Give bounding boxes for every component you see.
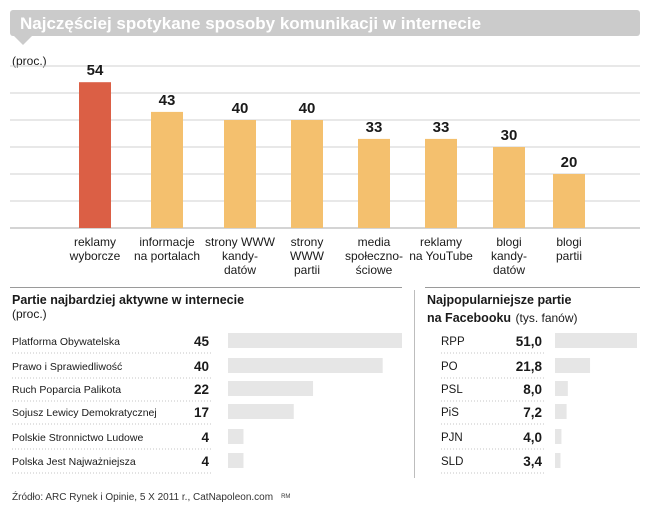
party-bar [228, 404, 294, 419]
party-name: Prawo i Sprawiedliwość [12, 361, 122, 373]
panel-separator [414, 290, 415, 478]
party-name: Polska Jest Najważniejsza [12, 456, 136, 468]
author-mark: RM [281, 494, 291, 501]
category-label: strony WWW partii [290, 235, 325, 277]
main-chart-unit: (proc.) [12, 54, 47, 68]
party-name: Platforma Obywatelska [12, 336, 120, 348]
category-label-line: datów [224, 263, 256, 277]
fb-value-label: 4,0 [523, 430, 542, 445]
bar-value-label: 30 [501, 127, 518, 144]
party-bar [228, 453, 244, 468]
category-label: reklamy wyborcze [69, 235, 121, 263]
fb-value-label: 7,2 [523, 405, 542, 420]
bar [493, 147, 525, 228]
category-label-line: datów [493, 263, 525, 277]
category-label-line: reklamy [74, 235, 116, 249]
party-value-label: 17 [194, 405, 209, 420]
bar [291, 120, 323, 228]
category-label-line: ściowe [356, 263, 393, 277]
bar [224, 120, 256, 228]
facebook-title-text: na Facebooku [427, 311, 512, 325]
fb-bar [555, 358, 591, 373]
party-value-label: 40 [194, 359, 209, 374]
party-value-label: 4 [201, 430, 209, 445]
fb-bar [555, 429, 562, 444]
parties-title: Partie najbardziej aktywne w internecie [12, 293, 245, 307]
category-label-line: informacje [139, 235, 195, 249]
fb-value-label: 8,0 [523, 382, 542, 397]
facebook-unit: (tys. fanów) [515, 311, 578, 325]
party-bar [228, 429, 244, 444]
category-label: reklamy na YouTube [409, 235, 473, 263]
category-label: blogi partii [556, 235, 582, 263]
title-banner-pointer [14, 36, 32, 45]
bar-value-label: 40 [232, 100, 249, 117]
bar-value-label: 43 [159, 92, 176, 109]
category-label-line: reklamy [420, 235, 462, 249]
party-bar [228, 333, 402, 348]
section-divider-left [10, 287, 402, 288]
fb-party-name: PJN [441, 432, 463, 444]
fb-party-name: SLD [441, 456, 463, 468]
parties-unit: (proc.) [12, 307, 47, 321]
fb-value-label: 51,0 [516, 334, 542, 349]
category-label-line: partii [294, 263, 320, 277]
category-label-line: na YouTube [409, 249, 473, 263]
fb-bar [555, 333, 637, 348]
party-bar [228, 358, 383, 373]
title-banner [10, 10, 640, 36]
category-label-line: media [358, 235, 391, 249]
category-label: strony WWW kandy-datów [205, 235, 276, 277]
party-value-label: 4 [201, 454, 209, 469]
category-label-line: na portalach [134, 249, 200, 263]
category-label-line: strony [291, 235, 324, 249]
bar-value-label: 33 [366, 119, 383, 136]
bar [151, 111, 183, 228]
fb-value-label: 3,4 [523, 454, 542, 469]
fb-party-name: PiS [441, 407, 459, 419]
fb-value-label: 21,8 [516, 359, 543, 374]
category-label-line: WWW [290, 249, 325, 263]
party-bar [228, 381, 314, 396]
category-label-line: blogi [496, 235, 521, 249]
fb-party-name: RPP [441, 336, 465, 348]
bar-value-label: 54 [87, 62, 104, 79]
category-label-line: kandy- [222, 249, 258, 263]
category-label-line: wyborcze [69, 249, 121, 263]
party-name: Ruch Poparcia Palikota [12, 384, 121, 396]
fb-bar [555, 404, 567, 419]
bar-value-label: 20 [561, 154, 578, 171]
fb-bar [555, 381, 568, 396]
category-label: informacje na portalach [134, 235, 200, 263]
party-value-label: 22 [194, 382, 209, 397]
bar-value-label: 33 [433, 119, 450, 136]
facebook-title-line1: Najpopularniejsze partie [427, 293, 572, 307]
fb-party-name: PO [441, 361, 458, 373]
page-title: Najczęściej spotykane sposoby komunikacj… [20, 14, 482, 33]
source-note: Źródło: ARC Rynek i Opinie, 5 X 2011 r.,… [12, 492, 290, 503]
facebook-title-line2: na Facebooku (tys. fanów) [427, 309, 578, 327]
fb-party-name: PSL [441, 384, 463, 396]
party-name: Polskie Stronnictwo Ludowe [12, 432, 143, 444]
bar [79, 82, 111, 228]
category-label-line: partii [556, 249, 582, 263]
category-label-line: kandy- [491, 249, 527, 263]
fb-bar [555, 453, 561, 468]
bar [553, 174, 585, 228]
category-label: media społeczno-ściowe [345, 235, 403, 277]
party-value-label: 45 [194, 334, 210, 349]
bar [358, 138, 390, 228]
source-text: Źródło: ARC Rynek i Opinie, 5 X 2011 r.,… [12, 492, 274, 503]
category-label: blogi kandy-datów [491, 235, 527, 277]
section-divider-right [425, 287, 640, 288]
category-label-line: społeczno- [345, 249, 403, 263]
bar-value-label: 40 [299, 100, 316, 117]
party-name: Sojusz Lewicy Demokratycznej [12, 407, 157, 419]
bar [425, 138, 457, 228]
category-label-line: strony WWW [205, 235, 276, 249]
category-label-line: blogi [556, 235, 581, 249]
